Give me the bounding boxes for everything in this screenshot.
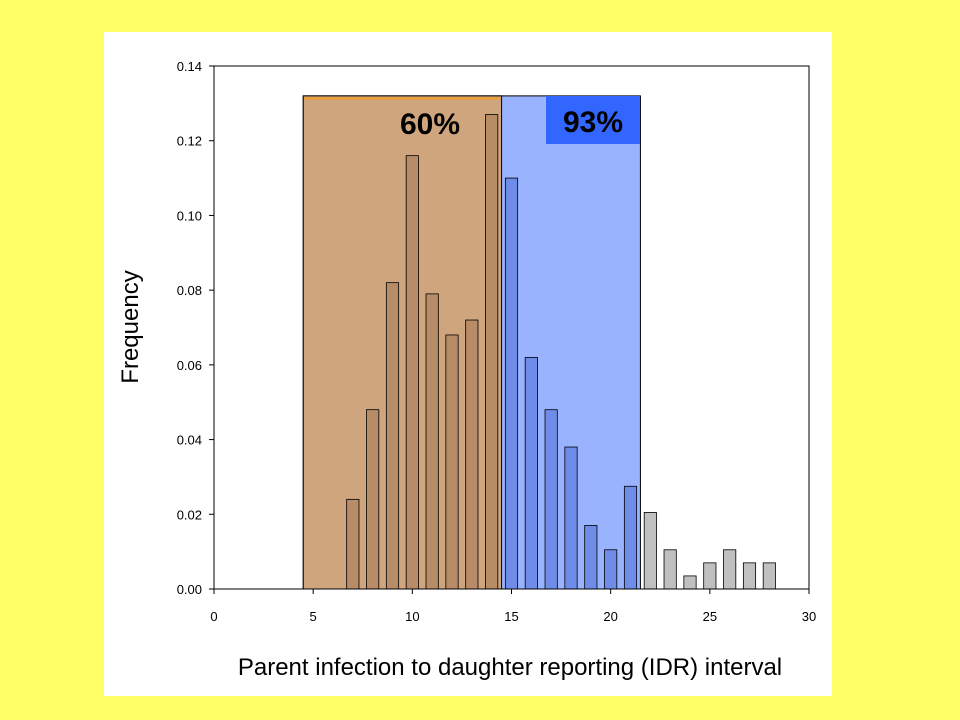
y-tick-label: 0.00 (177, 582, 202, 597)
y-tick-label: 0.04 (177, 433, 202, 448)
x-axis-title: Parent infection to daughter reporting (… (238, 654, 782, 681)
bar (405, 155, 419, 590)
bar (544, 409, 558, 590)
bar (604, 549, 618, 590)
frequency-chart: 60% 93% 0.00 0.02 0.04 0.06 0.08 0.10 0.12 0.14 0… (117, 59, 816, 681)
x-tick-label: 25 (703, 609, 717, 624)
x-tick-label: 10 (405, 609, 419, 624)
bar (643, 512, 657, 590)
bar (465, 319, 479, 590)
bar (663, 549, 677, 590)
bar (584, 525, 598, 590)
bar (346, 498, 360, 590)
chart-panel: 60% 93% 0.00 0.02 0.04 0.06 0.08 0.10 0.12 0.14 0… (104, 32, 832, 696)
bar (445, 334, 459, 590)
bar (425, 293, 439, 590)
x-tick-label: 5 (310, 609, 317, 624)
y-axis-title: Frequency (117, 270, 144, 383)
y-tick-label: 0.02 (177, 507, 202, 522)
bar (762, 562, 776, 590)
y-tick-label: 0.10 (177, 208, 202, 223)
x-tick-label: 0 (210, 609, 217, 624)
y-tick-label: 0.12 (177, 134, 202, 149)
y-tick-label: 0.06 (177, 358, 202, 373)
bar (504, 177, 519, 590)
bar (366, 409, 380, 590)
bar (623, 485, 638, 590)
y-tick-label: 0.14 (177, 59, 202, 74)
x-tick-label: 15 (504, 609, 518, 624)
bar (742, 562, 757, 590)
bar (524, 356, 538, 590)
region-60-label: 60% (400, 108, 460, 141)
bar (723, 549, 737, 590)
region-93-label-box (546, 96, 640, 144)
bar (564, 446, 578, 590)
bar (683, 575, 697, 590)
bar (703, 562, 717, 590)
y-tick-label: 0.08 (177, 283, 202, 298)
x-tick-label: 30 (802, 609, 816, 624)
region-93-label: 93% (563, 106, 623, 139)
bar (385, 282, 400, 590)
x-tick-label: 20 (603, 609, 617, 624)
region-60-top-edge (304, 96, 501, 100)
bar (485, 114, 499, 590)
